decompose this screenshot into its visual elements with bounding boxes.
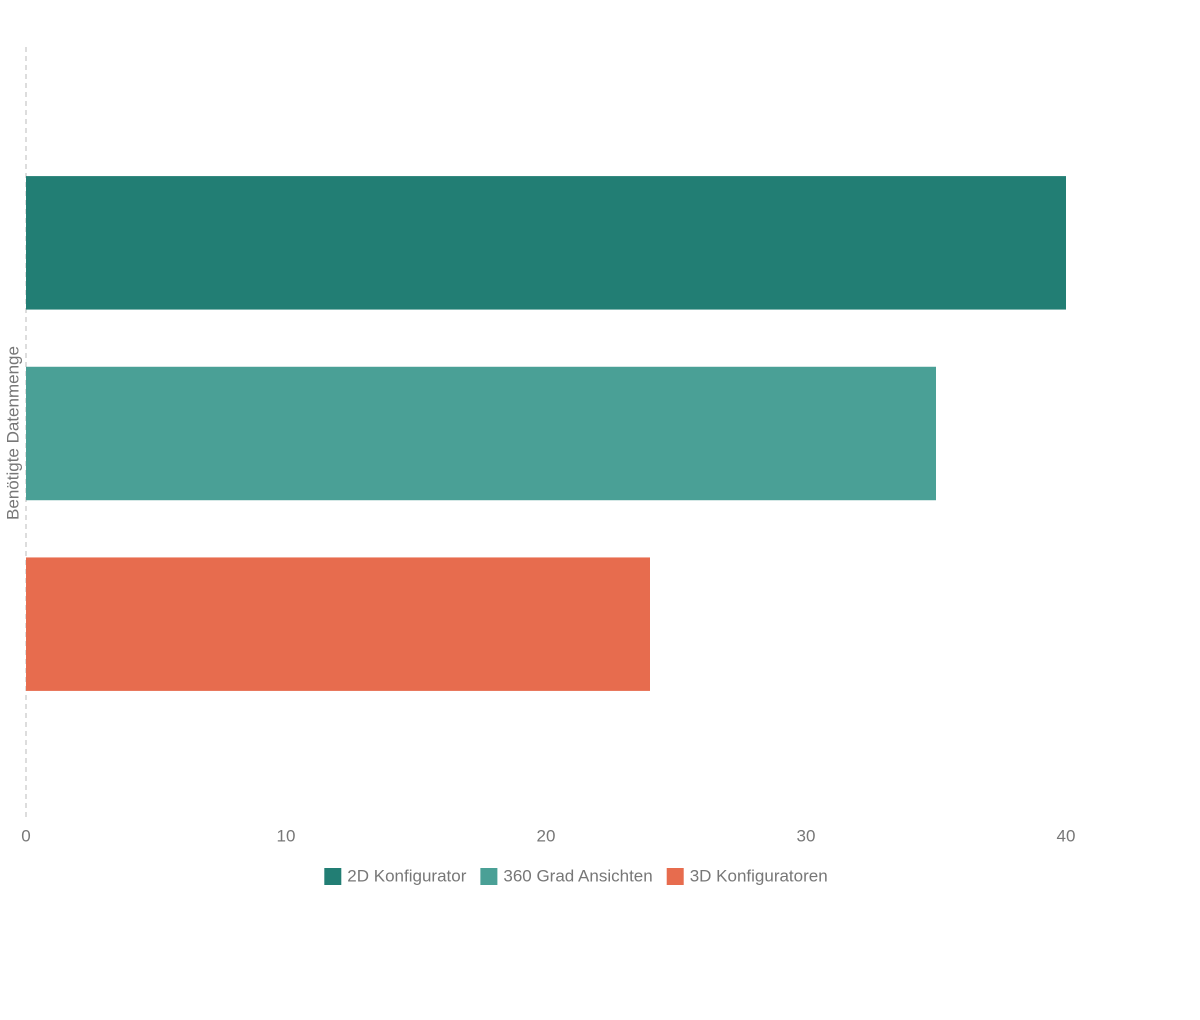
x-tick-label: 20 (537, 826, 556, 845)
bar (26, 366, 936, 501)
legend-swatch (480, 868, 498, 885)
legend-label: 2D Konfigurator (347, 866, 466, 885)
legend-swatch (666, 868, 684, 885)
y-axis-label: Benötigte Datenmenge (3, 346, 22, 520)
legend-swatch (324, 868, 342, 885)
legend-label: 360 Grad Ansichten (503, 866, 652, 885)
bar (26, 176, 1066, 310)
x-tick-label: 0 (21, 826, 30, 845)
x-tick-label: 10 (277, 826, 296, 845)
bar (26, 557, 650, 691)
x-tick-label: 40 (1057, 826, 1076, 845)
legend-label: 3D Konfiguratoren (690, 866, 828, 885)
x-tick-label: 30 (797, 826, 816, 845)
